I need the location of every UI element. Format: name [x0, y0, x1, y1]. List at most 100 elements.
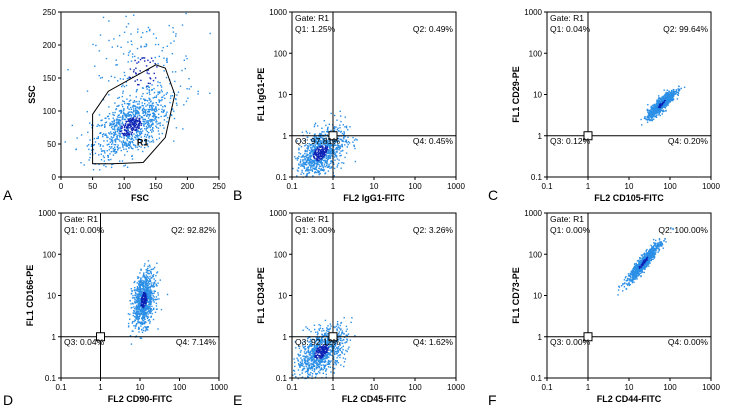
data-point [103, 150, 105, 152]
data-point [668, 99, 670, 101]
quadrant-label-bottom-left: Q3: 92.12% [295, 337, 340, 347]
data-point [152, 33, 155, 35]
y-tick-label: 1000 [269, 8, 287, 17]
data-point [137, 299, 140, 302]
data-point [346, 328, 348, 330]
data-point [330, 167, 332, 169]
data-point [307, 158, 310, 160]
data-point [150, 123, 153, 126]
data-point [301, 342, 304, 344]
data-point [318, 371, 320, 373]
data-point [135, 90, 138, 93]
data-point [135, 118, 137, 120]
data-point [666, 103, 668, 105]
data-point [94, 141, 97, 143]
data-point [165, 76, 168, 79]
data-point [653, 110, 655, 113]
data-point [333, 349, 335, 352]
data-point [115, 108, 118, 110]
data-point [146, 284, 148, 287]
data-point [654, 110, 656, 112]
data-point [323, 160, 325, 162]
data-point [111, 146, 113, 148]
data-point [76, 137, 78, 139]
data-point [324, 334, 326, 336]
data-point [147, 265, 149, 268]
data-point [664, 102, 667, 104]
data-point [334, 159, 336, 161]
data-point [348, 142, 351, 144]
data-point [137, 139, 139, 141]
data-point [667, 104, 669, 106]
quadrant-handle[interactable] [328, 131, 338, 141]
data-point [184, 67, 186, 70]
data-point [333, 152, 335, 155]
data-point [146, 278, 148, 281]
x-tick-label: 10 [370, 182, 379, 191]
data-point [140, 291, 143, 293]
data-point [319, 351, 321, 353]
data-point [319, 357, 321, 359]
data-point [140, 284, 143, 286]
data-point [311, 373, 314, 375]
data-point [321, 154, 323, 156]
data-point [127, 120, 129, 122]
data-point [147, 319, 149, 322]
data-point [334, 141, 336, 143]
data-point [147, 117, 150, 119]
data-point [313, 156, 316, 159]
data-point [143, 107, 145, 109]
data-point [323, 144, 325, 146]
data-point [144, 293, 146, 295]
data-point [152, 123, 154, 126]
data-point [137, 286, 139, 289]
x-tick-label: 50 [88, 182, 97, 191]
data-point [140, 128, 143, 130]
data-point [335, 362, 337, 364]
data-point [328, 341, 331, 344]
data-point [143, 312, 145, 314]
data-point [135, 110, 137, 112]
data-point [319, 149, 322, 151]
data-point [292, 167, 294, 170]
data-point [343, 138, 345, 140]
data-point [158, 99, 160, 101]
data-point [148, 290, 150, 292]
data-point [131, 43, 133, 46]
data-point [151, 140, 153, 143]
data-point [151, 277, 153, 279]
data-point [657, 101, 659, 103]
data-point [318, 156, 320, 158]
data-point [147, 296, 149, 298]
data-point [149, 302, 152, 304]
quadrant-handle[interactable] [328, 332, 338, 342]
data-point [108, 143, 110, 145]
data-point [108, 149, 110, 151]
data-point [342, 349, 344, 351]
data-point [139, 309, 141, 312]
data-point [305, 365, 308, 368]
data-point [329, 340, 331, 343]
data-point [324, 147, 327, 149]
quadrant-handle[interactable] [583, 131, 593, 141]
data-point [341, 162, 343, 164]
data-point [315, 355, 317, 357]
data-point [138, 123, 140, 125]
data-point [650, 116, 652, 118]
data-point [656, 112, 659, 114]
data-point [136, 113, 138, 115]
data-point [116, 118, 118, 120]
data-point [330, 144, 332, 146]
quadrant-handle[interactable] [96, 332, 105, 342]
data-point [326, 166, 329, 168]
data-point [139, 291, 141, 293]
data-point [89, 153, 91, 155]
data-point [159, 122, 162, 124]
data-point [321, 144, 323, 147]
data-point [150, 119, 152, 121]
data-point [308, 329, 310, 331]
data-point [307, 372, 309, 374]
data-point [152, 141, 155, 143]
data-point [327, 346, 329, 349]
data-point [329, 146, 331, 149]
